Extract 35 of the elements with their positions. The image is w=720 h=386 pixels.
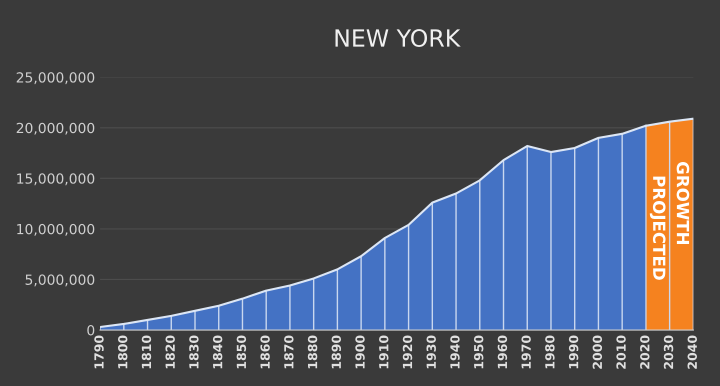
x-tick-label: 1990 bbox=[568, 335, 578, 368]
x-tick-label: 1980 bbox=[545, 335, 555, 368]
x-tick-label: 1830 bbox=[189, 335, 199, 368]
x-tick-label: 1860 bbox=[260, 335, 270, 368]
x-tick-label: 1930 bbox=[426, 335, 436, 368]
x-tick-label: 1870 bbox=[284, 335, 294, 368]
y-tick-label: 25,000,000 bbox=[16, 72, 94, 84]
x-tick-label: 2040 bbox=[688, 335, 697, 369]
y-tick-label: 10,000,000 bbox=[17, 224, 94, 236]
x-tick-label: 1840 bbox=[212, 335, 222, 368]
x-tick-label: 1790 bbox=[94, 335, 104, 368]
x-tick-label: 1970 bbox=[521, 335, 531, 368]
x-tick-label: 2000 bbox=[592, 335, 602, 369]
y-tick-label: 0 bbox=[87, 325, 94, 336]
x-tick-label: 2020 bbox=[640, 335, 650, 369]
x-tick-label: 1950 bbox=[474, 335, 484, 368]
x-tick-label: 1890 bbox=[332, 335, 342, 368]
x-tick-label: 1820 bbox=[165, 335, 175, 368]
chart-title: NEW YORK bbox=[336, 29, 461, 47]
x-tick-label: 1880 bbox=[308, 335, 318, 368]
y-tick-label: 5,000,000 bbox=[26, 274, 94, 286]
x-tick-label: 1810 bbox=[142, 335, 152, 368]
x-tick-label: 1900 bbox=[355, 335, 365, 368]
x-tick-label: 1800 bbox=[118, 335, 128, 368]
x-tick-label: 1960 bbox=[498, 335, 508, 368]
annotation: GROWTH bbox=[676, 162, 690, 244]
y-tick-label: 20,000,000 bbox=[16, 122, 94, 135]
x-tick-label: 2030 bbox=[664, 335, 674, 369]
x-tick-label: 2010 bbox=[616, 335, 626, 369]
x-tick-label: 1850 bbox=[236, 335, 246, 368]
y-tick-label: 15,000,000 bbox=[17, 173, 94, 186]
x-tick-label: 1920 bbox=[402, 335, 412, 368]
annotation: PROJECTED bbox=[650, 176, 666, 280]
x-tick-label: 1940 bbox=[450, 335, 460, 368]
x-tick-label: 1910 bbox=[379, 335, 388, 368]
